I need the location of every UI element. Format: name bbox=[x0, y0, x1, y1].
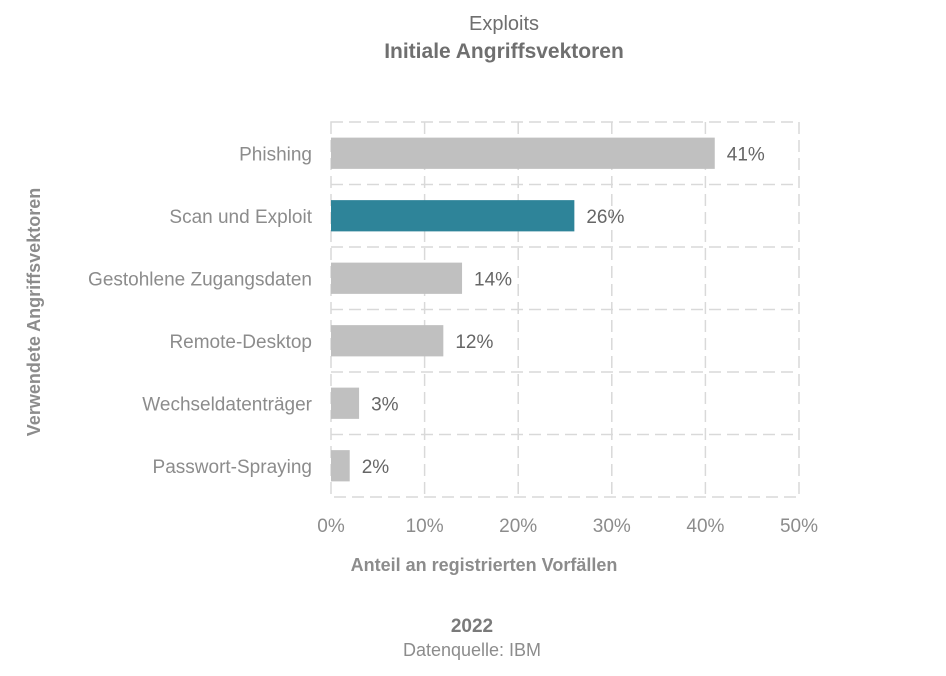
x-tick-label: 30% bbox=[593, 516, 631, 537]
bar bbox=[331, 387, 360, 419]
category-label: Wechseldatenträger bbox=[142, 394, 312, 415]
value-label: 3% bbox=[371, 394, 399, 415]
category-label: Remote-Desktop bbox=[169, 332, 312, 353]
chart-supertitle: Exploits bbox=[469, 13, 539, 35]
bar bbox=[331, 450, 350, 482]
value-label: 14% bbox=[474, 269, 512, 290]
year-label: 2022 bbox=[451, 616, 493, 637]
y-axis-label: Verwendete Angriffsvektoren bbox=[24, 188, 44, 436]
category-label: Phishing bbox=[239, 144, 312, 165]
bar bbox=[331, 262, 463, 294]
category-label: Gestohlene Zugangsdaten bbox=[88, 269, 312, 290]
x-tick-label: 0% bbox=[317, 516, 345, 537]
x-tick-label: 50% bbox=[780, 516, 818, 537]
bar bbox=[331, 137, 715, 169]
value-label: 2% bbox=[362, 457, 390, 478]
bar bbox=[331, 325, 444, 357]
bar bbox=[331, 200, 575, 232]
plot-area: 0% 10% 20% 30% 40% 50% Phishing 41% Scan und Exp… bbox=[88, 121, 818, 537]
chart-title: Initiale Angriffsvektoren bbox=[384, 40, 624, 63]
x-tick-label: 40% bbox=[686, 516, 724, 537]
category-label: Scan und Exploit bbox=[169, 207, 312, 228]
source-label: Datenquelle: IBM bbox=[403, 640, 541, 660]
category-label: Passwort-Spraying bbox=[153, 457, 312, 478]
value-label: 12% bbox=[455, 332, 493, 353]
x-tick-label: 10% bbox=[406, 516, 444, 537]
x-tick-label: 20% bbox=[499, 516, 537, 537]
value-label: 26% bbox=[586, 207, 624, 228]
x-axis-label: Anteil an registrierten Vorfällen bbox=[351, 555, 618, 575]
value-label: 41% bbox=[727, 144, 765, 165]
